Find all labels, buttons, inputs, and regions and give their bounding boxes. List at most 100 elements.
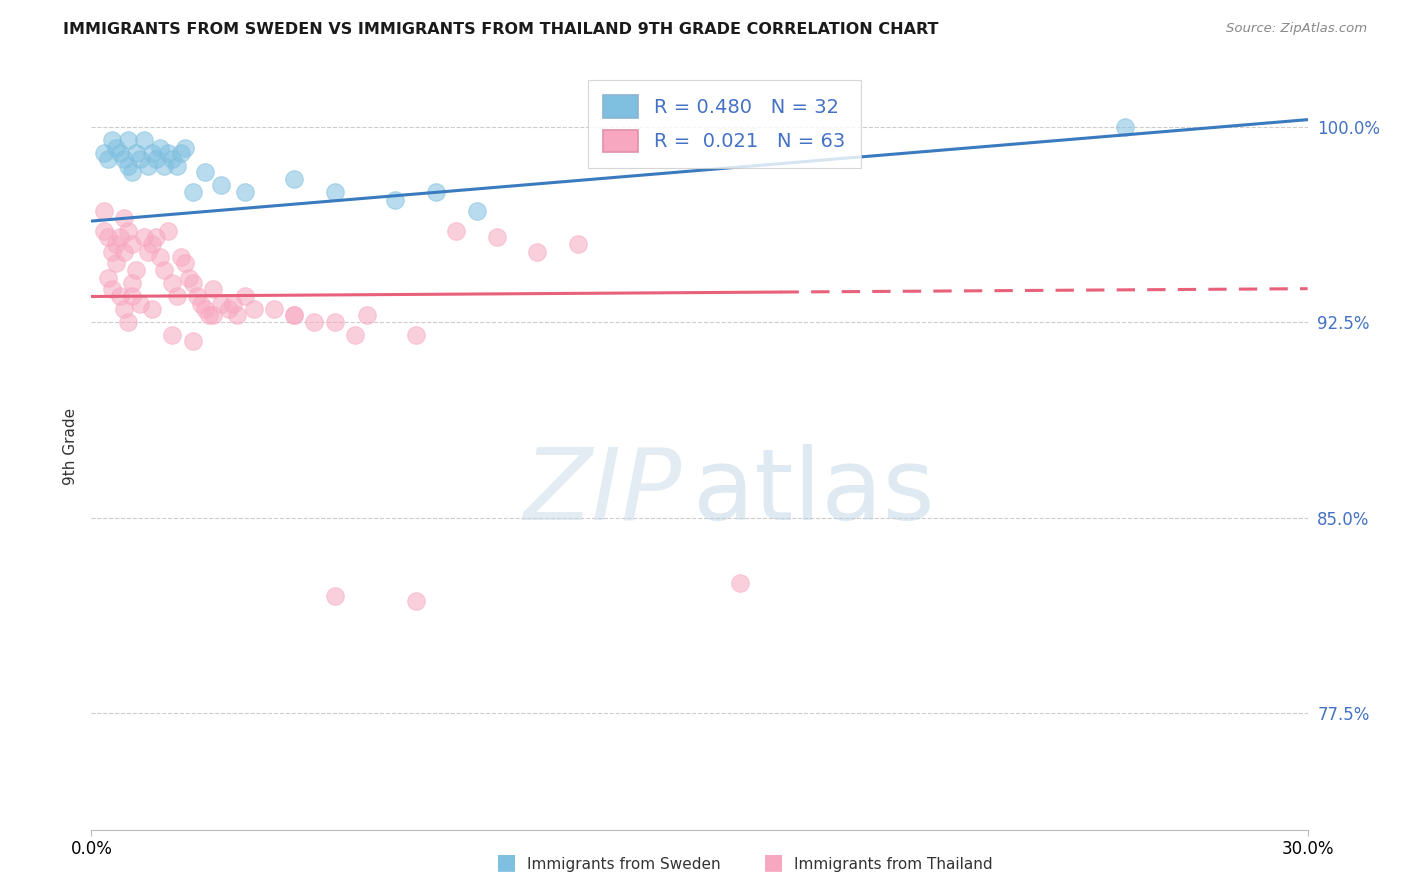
Point [181,186,204,200]
Point [117,133,139,147]
Point [166,160,188,174]
Text: IMMIGRANTS FROM SWEDEN VS IMMIGRANTS FROM THAILAND 9TH GRADE CORRELATION CHART: IMMIGRANTS FROM SWEDEN VS IMMIGRANTS FRO… [63,22,939,37]
Point [181,277,204,291]
Point [121,237,143,252]
Point [323,316,346,330]
Point [222,297,245,311]
Point [141,237,163,252]
Point [93,203,115,218]
Point [121,164,143,178]
Point [198,308,221,322]
Point [169,251,191,265]
Point [104,255,127,269]
Point [149,141,172,155]
Point [153,160,176,174]
Point [100,133,122,147]
Point [465,203,488,218]
Text: Source: ZipAtlas.com: Source: ZipAtlas.com [1226,22,1367,36]
Point [263,302,285,317]
Point [121,289,143,303]
Point [145,229,167,244]
Point [132,133,155,147]
Point [157,224,180,238]
Y-axis label: 9th Grade: 9th Grade [62,408,77,484]
Point [141,146,163,161]
Point [97,152,120,166]
Point [117,224,139,238]
Point [145,152,167,166]
Point [444,224,467,238]
Legend: R = 0.480   N = 32, R =  0.021   N = 63: R = 0.480 N = 32, R = 0.021 N = 63 [588,79,860,168]
Point [149,251,172,265]
Point [242,302,264,317]
Point [157,146,180,161]
Point [181,334,204,348]
Point [202,308,225,322]
Point [112,211,135,226]
Point [405,328,427,343]
Text: Immigrants from Sweden: Immigrants from Sweden [527,857,721,872]
Point [177,271,200,285]
Point [153,263,176,277]
Point [209,297,232,311]
Point [121,277,143,291]
Point [226,308,249,322]
Point [117,316,139,330]
Point [125,146,148,161]
Text: Immigrants from Thailand: Immigrants from Thailand [794,857,993,872]
Point [356,308,378,322]
Point [323,186,346,200]
Point [117,160,139,174]
Point [100,282,122,296]
Point [104,141,127,155]
Point [112,152,135,166]
Point [567,237,589,252]
Point [104,237,127,252]
Text: ■: ■ [496,853,516,872]
Point [97,271,120,285]
Point [304,316,326,330]
Point [485,229,508,244]
Point [162,152,184,166]
Point [125,263,148,277]
Point [100,245,122,260]
Point [162,277,184,291]
Point [283,172,305,186]
Point [136,245,159,260]
Point [173,141,195,155]
Point [186,289,208,303]
Point [141,302,163,317]
Point [283,308,305,322]
Point [129,297,152,311]
Point [169,146,191,161]
Text: atlas: atlas [693,443,935,541]
Point [283,308,305,322]
Text: ■: ■ [763,853,783,872]
Text: ZIP: ZIP [523,443,682,541]
Point [425,186,447,200]
Point [132,229,155,244]
Point [129,152,152,166]
Point [194,164,217,178]
Point [112,245,135,260]
Point [190,297,212,311]
Point [343,328,366,343]
Point [384,194,406,208]
Point [218,302,240,317]
Point [194,302,217,317]
Point [235,289,257,303]
Point [112,302,135,317]
Point [97,229,120,244]
Point [173,255,195,269]
Point [235,186,257,200]
Point [162,328,184,343]
Point [526,245,548,260]
Point [405,593,427,607]
Point [108,146,131,161]
Point [93,146,115,161]
Point [108,289,131,303]
Point [136,160,159,174]
Point [728,575,751,590]
Point [209,178,232,192]
Point [1114,120,1136,135]
